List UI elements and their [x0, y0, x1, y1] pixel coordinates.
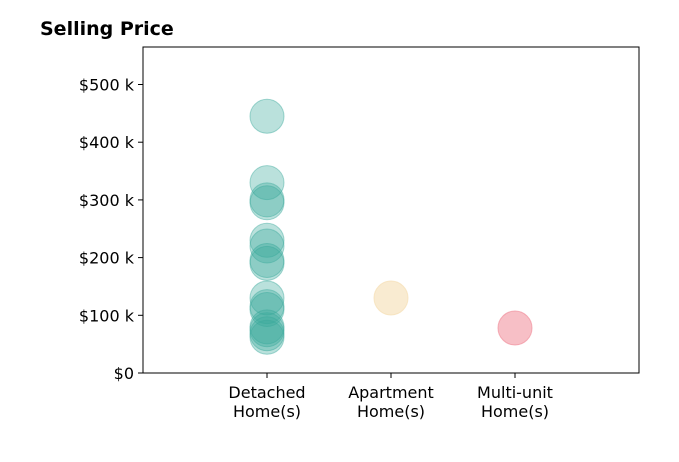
y-tick-label: $300 k [79, 191, 135, 210]
data-point-0-1 [249, 165, 285, 201]
plot-points [249, 98, 533, 355]
data-point-0-7 [249, 245, 285, 281]
chart-title: Selling Price [40, 18, 174, 40]
data-point-0-9 [249, 289, 285, 325]
data-point-0-5 [249, 228, 285, 264]
x-tick-label: Apartment Home(s) [348, 383, 434, 421]
y-tick-label: $500 k [79, 76, 135, 95]
x-tick-label: Multi-unit Home(s) [477, 383, 553, 421]
y-tick-label: $200 k [79, 249, 135, 268]
y-axis: $0 $100 k $200 k $300 k $400 k $500 k [79, 76, 143, 383]
data-point-0-10 [249, 292, 285, 328]
data-point-0-0 [249, 98, 285, 134]
data-point-0-11 [249, 309, 285, 345]
x-tick-label: Detached Home(s) [228, 383, 305, 421]
data-point-0-4 [249, 222, 285, 258]
y-tick-label: $400 k [79, 133, 135, 152]
data-point-0-8 [249, 280, 285, 316]
x-axis: Detached Home(s) Apartment Home(s) Multi-uni… [228, 373, 553, 421]
plot-frame [142, 46, 640, 374]
data-point-0-6 [249, 242, 285, 278]
data-point-1-0 [373, 280, 409, 316]
data-point-0-12 [249, 312, 285, 348]
y-tick-label: $0 [114, 364, 134, 383]
data-point-0-13 [249, 316, 285, 352]
data-point-0-2 [249, 182, 285, 218]
data-point-2-0 [497, 310, 533, 346]
y-tick-label: $100 k [79, 306, 135, 325]
data-point-0-3 [249, 185, 285, 221]
data-point-0-14 [249, 319, 285, 355]
